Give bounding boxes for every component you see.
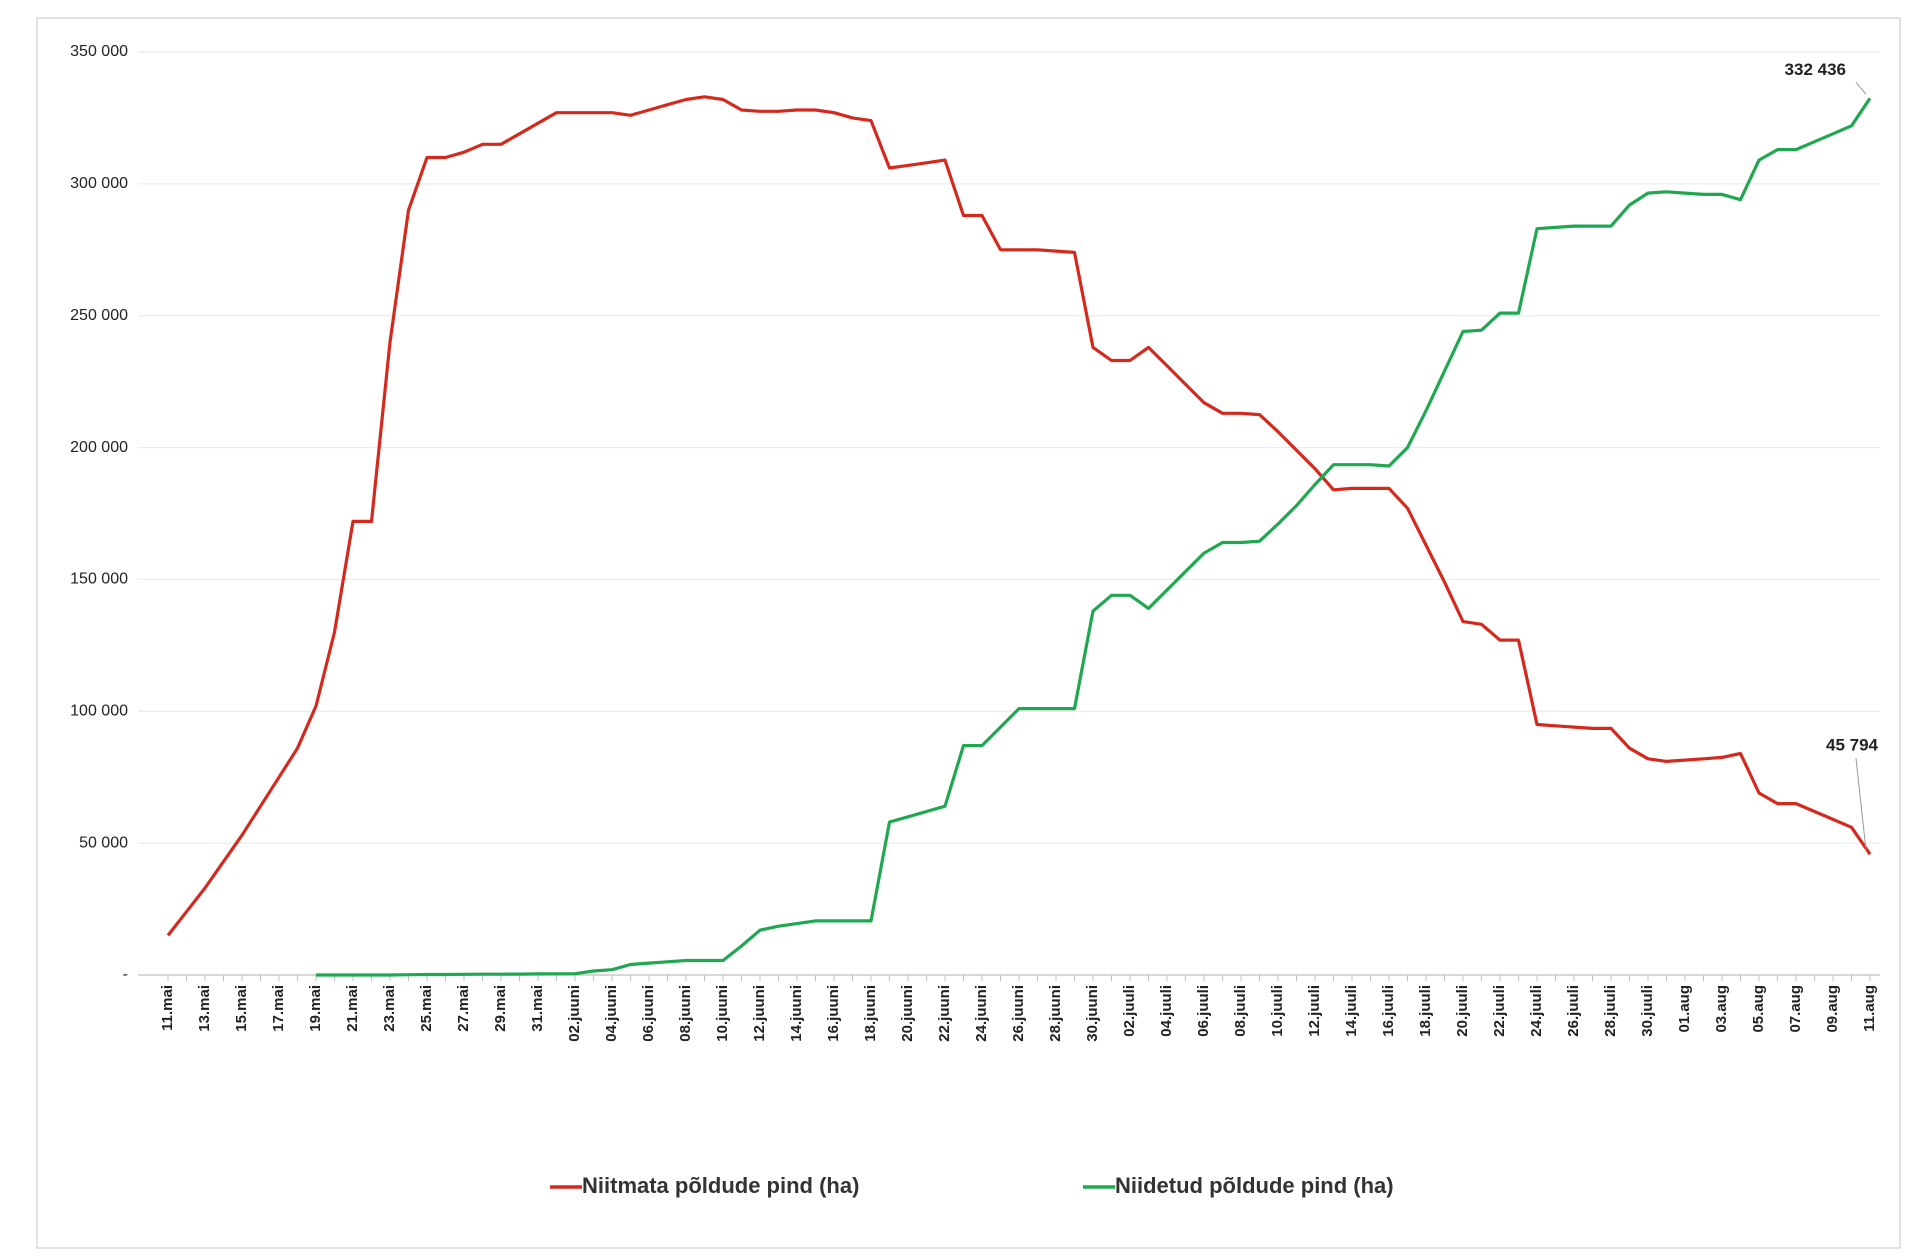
- x-tick-label: 03.aug: [1713, 985, 1730, 1033]
- x-tick-label: 14.juuni: [788, 985, 805, 1042]
- x-tick-label: 18.juuni: [862, 985, 879, 1042]
- x-tick-label: 23.mai: [381, 985, 398, 1032]
- x-tick-label: 01.aug: [1676, 985, 1693, 1033]
- x-tick-label: 11.mai: [159, 985, 176, 1031]
- x-tick-label: 19.mai: [307, 985, 324, 1032]
- x-tick-label: 20.juuni: [899, 985, 916, 1042]
- leader-line: [1855, 81, 1867, 95]
- x-tick-label: 13.mai: [196, 985, 213, 1032]
- x-tick-label: 24.juuni: [973, 985, 990, 1042]
- x-tick-label: 09.aug: [1824, 985, 1841, 1033]
- x-tick-label: 04.juuni: [603, 985, 620, 1042]
- y-tick-label: 350 000: [70, 43, 128, 60]
- x-tick-label: 25.mai: [418, 985, 435, 1032]
- x-tick-label: 30.juuli: [1639, 985, 1656, 1037]
- x-tick-label: 20.juuli: [1454, 985, 1471, 1037]
- x-tick-label: 26.juuli: [1565, 985, 1582, 1037]
- x-tick-label: 02.juuni: [566, 985, 583, 1042]
- y-tick-label: 300 000: [70, 175, 128, 192]
- legend-label: Niitmata põldude pind (ha): [582, 1173, 859, 1198]
- series-line: [316, 97, 1872, 977]
- x-tick-label: 22.juuli: [1491, 985, 1508, 1037]
- x-tick-label: 07.aug: [1787, 985, 1804, 1033]
- chart-frame: [36, 17, 1901, 1249]
- x-tick-label: 17.mai: [270, 985, 287, 1032]
- x-tick-label: 28.juuni: [1047, 985, 1064, 1042]
- x-tick-label: 10.juuni: [714, 985, 731, 1042]
- x-tick-label: 26.juuni: [1010, 985, 1027, 1042]
- leader-line: [1855, 758, 1867, 851]
- x-tick-label: 05.aug: [1750, 985, 1767, 1033]
- x-tick-label: 30.juuni: [1084, 985, 1101, 1042]
- legend-label: Niidetud põldude pind (ha): [1115, 1173, 1394, 1198]
- x-tick-label: 11.aug: [1861, 985, 1878, 1032]
- y-tick-label: 50 000: [79, 834, 128, 851]
- x-tick-label: 04.juuli: [1158, 985, 1175, 1037]
- x-tick-label: 22.juuni: [936, 985, 953, 1042]
- x-tick-label: 15.mai: [233, 985, 250, 1032]
- y-tick-label: 100 000: [70, 703, 128, 720]
- x-tick-label: 21.mai: [344, 985, 361, 1032]
- y-tick-label: -: [123, 966, 128, 983]
- x-tick-label: 24.juuli: [1528, 985, 1545, 1037]
- series-line: [166, 95, 1872, 937]
- x-tick-label: 08.juuni: [677, 985, 694, 1042]
- x-tick-label: 06.juuli: [1195, 985, 1212, 1037]
- x-tick-label: 14.juuli: [1343, 985, 1360, 1037]
- x-tick-label: 10.juuli: [1269, 985, 1286, 1037]
- x-tick-label: 06.juuni: [640, 985, 657, 1042]
- y-tick-label: 150 000: [70, 571, 128, 588]
- x-tick-label: 08.juuli: [1232, 985, 1249, 1037]
- x-tick-label: 31.mai: [529, 985, 546, 1032]
- y-tick-label: 200 000: [70, 439, 128, 456]
- x-tick-label: 02.juuli: [1121, 985, 1138, 1037]
- x-tick-label: 29.mai: [492, 985, 509, 1032]
- x-tick-label: 28.juuli: [1602, 985, 1619, 1037]
- x-tick-label: 12.juuni: [751, 985, 768, 1042]
- x-tick-label: 12.juuli: [1306, 985, 1323, 1037]
- x-tick-label: 27.mai: [455, 985, 472, 1032]
- data-label: 45 794: [1826, 736, 1879, 755]
- y-tick-label: 250 000: [70, 307, 128, 324]
- x-tick-label: 16.juuli: [1380, 985, 1397, 1037]
- x-tick-label: 16.juuni: [825, 985, 842, 1042]
- x-tick-label: 18.juuli: [1417, 985, 1434, 1037]
- data-label: 332 436: [1785, 60, 1846, 79]
